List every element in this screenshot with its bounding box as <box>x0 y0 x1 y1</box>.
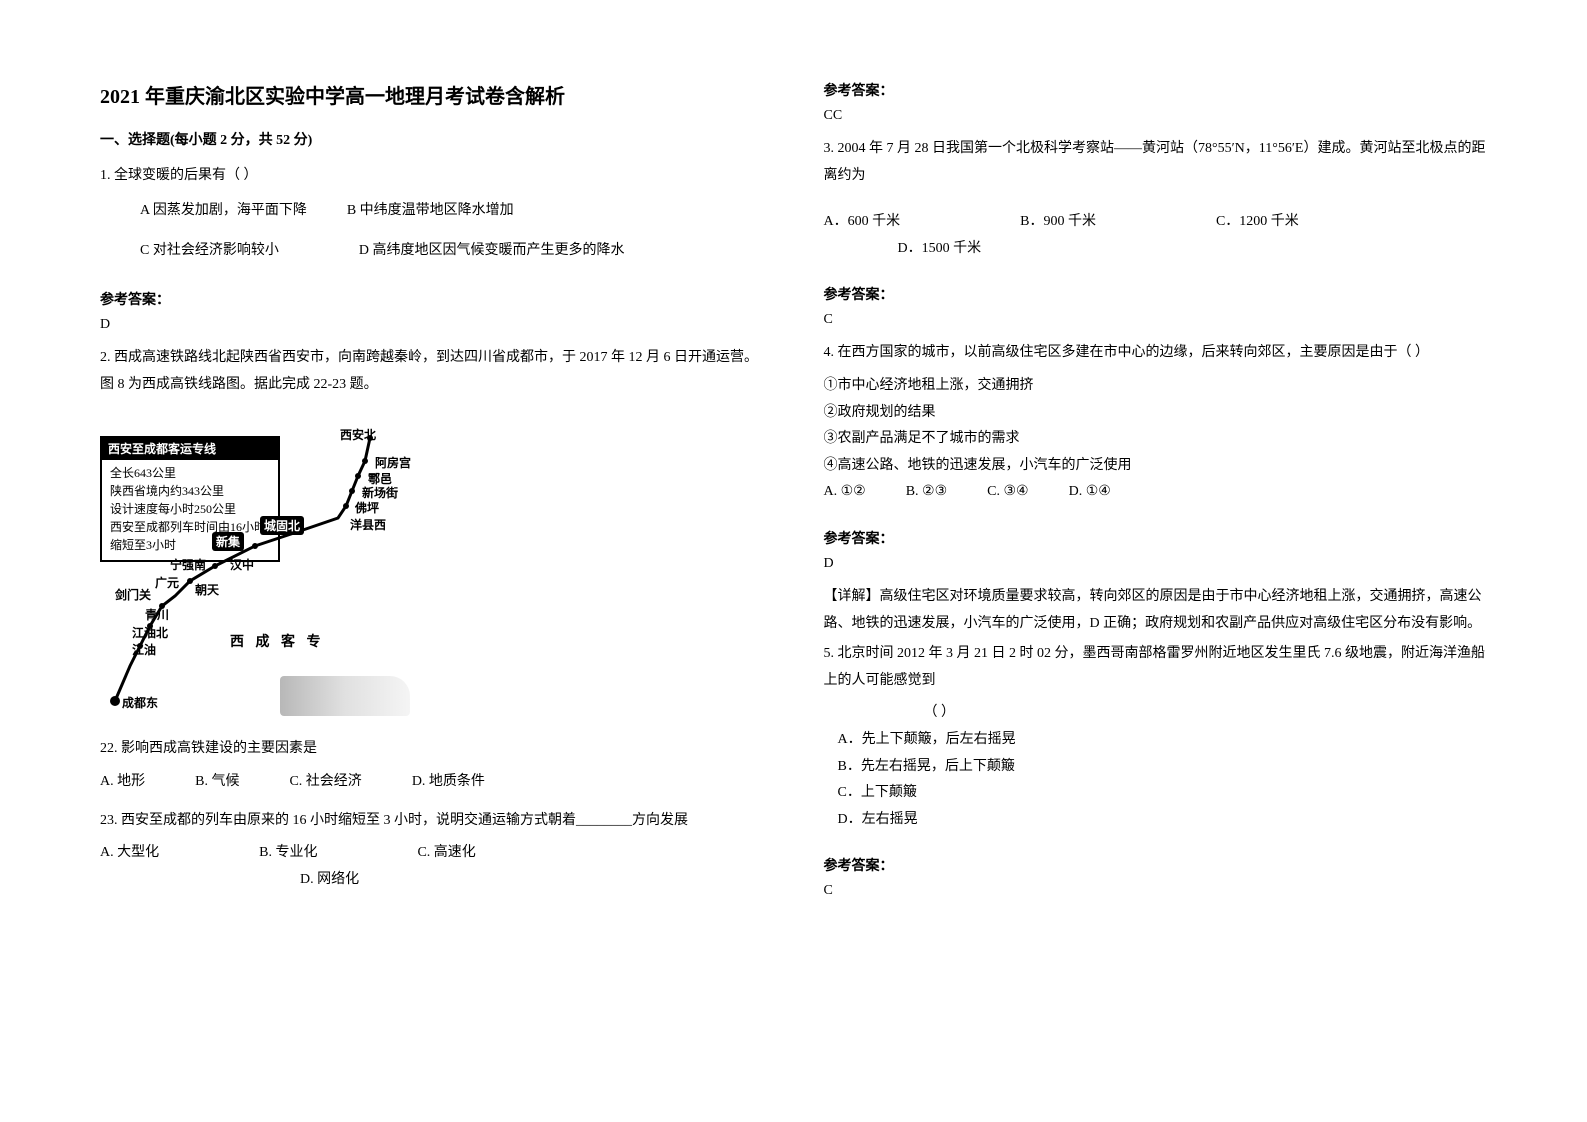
q22-options: A. 地形 B. 气候 C. 社会经济 D. 地质条件 <box>100 769 764 796</box>
q4-item4: ④高速公路、地铁的迅速发展，小汽车的广泛使用 <box>824 453 1488 480</box>
q1-opt-a: A 因蒸发加剧，海平面下降 <box>140 196 307 227</box>
q3-opt-a: A．600 千米 <box>824 209 901 236</box>
station-ningqiang: 宁强南 <box>170 556 206 573</box>
answer-5: C <box>824 883 1488 899</box>
q5-opt-c: C．上下颠簸 <box>838 780 1488 807</box>
right-column: 参考答案： CC 3. 2004 年 7 月 28 日我国第一个北极科学考察站—… <box>824 80 1488 1082</box>
q5-paren: （ ） <box>824 700 1488 727</box>
q4-opt-c: C. ③④ <box>987 479 1028 506</box>
explanation-4: 【详解】高级住宅区对环境质量要求较高，转向郊区的原因是由于市中心经济地租上涨，交… <box>824 584 1488 637</box>
answer-3: C <box>824 312 1488 328</box>
station-yangxian: 洋县西 <box>350 516 386 533</box>
q4-opt-d: D. ①④ <box>1069 479 1111 506</box>
q22-opt-c: C. 社会经济 <box>289 769 361 796</box>
q5-opt-b: B．先左右摇晃，后上下颠簸 <box>838 754 1488 781</box>
station-afang: 阿房宫 <box>375 454 411 471</box>
q4-item2: ②政府规划的结果 <box>824 400 1488 427</box>
train-icon <box>280 676 410 716</box>
q22-text: 22. 影响西成高铁建设的主要因素是 <box>100 736 764 763</box>
q1-text: 1. 全球变暖的后果有（ ） <box>100 163 764 190</box>
station-jiangyoubei: 江油北 <box>132 624 168 641</box>
q3-opt-c: C．1200 千米 <box>1216 209 1299 236</box>
station-xian-north: 西安北 <box>340 426 376 443</box>
station-jianmen: 剑门关 <box>115 586 151 603</box>
q4-item3: ③农副产品满足不了城市的需求 <box>824 426 1488 453</box>
q4-options: A. ①② B. ②③ C. ③④ D. ①④ <box>824 479 1488 506</box>
q22-opt-a: A. 地形 <box>100 769 145 796</box>
station-chenggubei: 城固北 <box>260 516 304 535</box>
question-23: 23. 西安至成都的列车由原来的 16 小时缩短至 3 小时，说明交通运输方式朝… <box>100 808 764 894</box>
q23-opt-a: A. 大型化 <box>100 840 159 867</box>
q5-opt-d: D．左右摇晃 <box>838 807 1488 834</box>
left-column: 2021 年重庆渝北区实验中学高一地理月考试卷含解析 一、选择题(每小题 2 分… <box>100 80 764 1082</box>
q1-opt-d: D 高纬度地区因气候变暖而产生更多的降水 <box>359 236 625 267</box>
q22-opt-d: D. 地质条件 <box>412 769 485 796</box>
answer-2: CC <box>824 108 1488 124</box>
q1-opt-b: B 中纬度温带地区降水增加 <box>347 196 514 227</box>
answer-label-1: 参考答案： <box>100 289 764 309</box>
station-chaotian: 朝天 <box>195 581 219 598</box>
q4-opt-a: A. ①② <box>824 479 866 506</box>
answer-label-4: 参考答案： <box>824 528 1488 548</box>
question-1: 1. 全球变暖的后果有（ ） A 因蒸发加剧，海平面下降 B 中纬度温带地区降水… <box>100 163 764 267</box>
question-3: 3. 2004 年 7 月 28 日我国第一个北极科学考察站——黄河站（78°5… <box>824 136 1488 262</box>
answer-4: D <box>824 556 1488 572</box>
q4-opt-b: B. ②③ <box>906 479 947 506</box>
q3-opt-d: D．1500 千米 <box>898 236 982 263</box>
q4-text: 4. 在西方国家的城市，以前高级住宅区多建在市中心的边缘，后来转向郊区，主要原因… <box>824 340 1488 367</box>
station-foping: 佛坪 <box>355 499 379 516</box>
q23-text: 23. 西安至成都的列车由原来的 16 小时缩短至 3 小时，说明交通运输方式朝… <box>100 808 764 835</box>
q1-options: A 因蒸发加剧，海平面下降 B 中纬度温带地区降水增加 C 对社会经济影响较小 … <box>100 196 764 268</box>
q3-opt-b: B．900 千米 <box>1020 209 1096 236</box>
station-hanzhong: 汉中 <box>230 556 254 573</box>
answer-label-5: 参考答案： <box>824 855 1488 875</box>
railway-map: 西安至成都客运专线 全长643公里 陕西省境内约343公里 设计速度每小时250… <box>100 426 440 726</box>
q22-opt-b: B. 气候 <box>195 769 239 796</box>
q5-text: 5. 北京时间 2012 年 3 月 21 日 2 时 02 分，墨西哥南部格雷… <box>824 641 1488 694</box>
answer-1: D <box>100 317 764 333</box>
q3-text: 3. 2004 年 7 月 28 日我国第一个北极科学考察站——黄河站（78°5… <box>824 136 1488 189</box>
q2-intro: 2. 西成高速铁路线北起陕西省西安市，向南跨越秦岭，到达四川省成都市，于 201… <box>100 345 764 398</box>
question-22: 22. 影响西成高铁建设的主要因素是 A. 地形 B. 气候 C. 社会经济 D… <box>100 736 764 795</box>
q1-opt-c: C 对社会经济影响较小 <box>140 236 279 267</box>
question-4: 4. 在西方国家的城市，以前高级住宅区多建在市中心的边缘，后来转向郊区，主要原因… <box>824 340 1488 506</box>
line-label: 西 成 客 专 <box>230 631 325 651</box>
q23-opt-d: D. 网络化 <box>300 872 359 887</box>
question-5: 5. 北京时间 2012 年 3 月 21 日 2 时 02 分，墨西哥南部格雷… <box>824 641 1488 833</box>
q4-item1: ①市中心经济地租上涨，交通拥挤 <box>824 373 1488 400</box>
q23-opt-b: B. 专业化 <box>259 840 317 867</box>
answer-label-3: 参考答案： <box>824 284 1488 304</box>
answer-label-2: 参考答案： <box>824 80 1488 100</box>
station-jiangyou: 江油 <box>132 641 156 658</box>
section-1-header: 一、选择题(每小题 2 分，共 52 分) <box>100 129 764 149</box>
station-chengdu: 成都东 <box>122 694 158 711</box>
station-xinji: 新集 <box>212 532 244 551</box>
exam-title: 2021 年重庆渝北区实验中学高一地理月考试卷含解析 <box>100 80 764 109</box>
q23-opt-c: C. 高速化 <box>417 840 475 867</box>
q5-opt-a: A．先上下颠簸，后左右摇晃 <box>838 727 1488 754</box>
station-qingchuan: 青川 <box>145 606 169 623</box>
station-guangyuan: 广元 <box>155 574 179 591</box>
question-2-intro: 2. 西成高速铁路线北起陕西省西安市，向南跨越秦岭，到达四川省成都市，于 201… <box>100 345 764 404</box>
